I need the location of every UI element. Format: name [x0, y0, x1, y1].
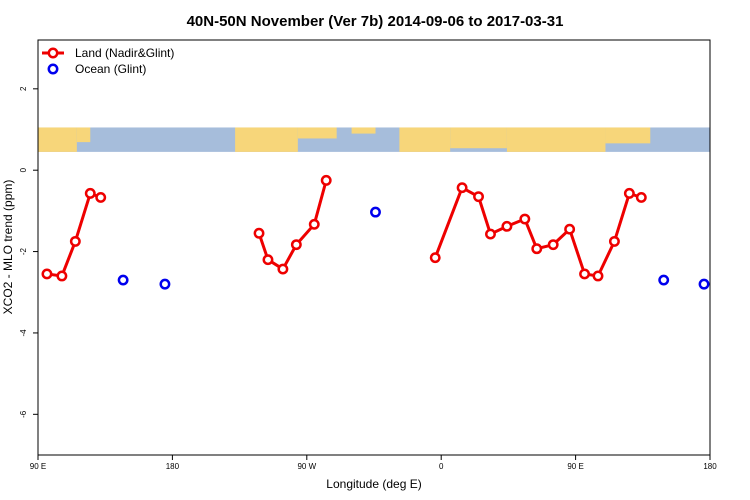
x-axis-label: Longitude (deg E)	[326, 477, 421, 491]
series-land-line	[46, 191, 102, 278]
series-land-point	[290, 239, 302, 251]
series-land-point	[623, 187, 635, 199]
series-land-point	[95, 192, 107, 203]
series-land-point	[320, 174, 332, 186]
series-land-point	[501, 220, 513, 232]
series-ocean-point	[370, 206, 381, 218]
y-axis: 2 0 -2 -4 -6	[19, 86, 38, 418]
series-land-point	[564, 223, 576, 235]
x-tick-label: 90 W	[297, 462, 316, 471]
series-land-point	[41, 268, 53, 280]
x-tick-label: 180	[166, 462, 180, 471]
series-layer	[41, 174, 710, 290]
series-land-point	[262, 254, 274, 266]
y-tick-label: -4	[19, 329, 28, 337]
legend-land-label: Land (Nadir&Glint)	[75, 46, 174, 60]
map-land	[38, 127, 77, 152]
x-tick-label: 0	[439, 462, 444, 471]
series-land-point	[56, 270, 68, 282]
chart-title: 40N-50N November (Ver 7b) 2014-09-06 to …	[187, 13, 564, 30]
series-land-point	[69, 235, 81, 247]
x-tick-label: 90 E	[567, 462, 583, 471]
x-tick-label: 180	[703, 462, 717, 471]
map-land	[506, 127, 606, 152]
series-land-point	[547, 239, 559, 251]
legend-ocean-marker	[47, 63, 59, 75]
y-tick-label: -6	[19, 410, 28, 418]
series-land-point	[531, 243, 543, 255]
map-land	[399, 127, 451, 152]
y-tick-label: -2	[19, 247, 28, 255]
legend: Land (Nadir&Glint) Ocean (Glint)	[42, 46, 174, 76]
map-land	[297, 127, 337, 139]
series-land-point	[277, 263, 289, 275]
series-land-point	[429, 252, 441, 264]
y-axis-label: XCO2 - MLO trend (ppm)	[1, 180, 15, 315]
series-ocean-point	[658, 274, 670, 286]
series-land-point	[608, 235, 620, 247]
map-land	[450, 127, 507, 149]
series-land-line	[433, 186, 642, 278]
x-axis: 90 E 180 90 W 0 90 E 180	[30, 455, 717, 471]
y-tick-label: 2	[19, 86, 28, 91]
map-land	[76, 127, 91, 143]
series-ocean-point	[159, 278, 171, 290]
series-land-point	[579, 268, 591, 280]
plot-frame	[37, 39, 711, 456]
series-ocean-point	[117, 274, 129, 286]
series-land-point	[485, 228, 496, 240]
series-land-point	[456, 182, 468, 194]
series-land-point	[635, 192, 647, 203]
series-land-point	[473, 191, 484, 203]
series-land-point	[592, 270, 604, 282]
y-tick-label: 0	[19, 167, 28, 172]
series-ocean-point	[698, 278, 710, 290]
series-land-point	[253, 227, 265, 239]
series-land-point	[308, 218, 320, 230]
map-land	[235, 127, 298, 152]
series-land-point	[84, 187, 96, 199]
series-land-point	[519, 213, 531, 225]
map-strip	[38, 127, 710, 152]
legend-ocean-label: Ocean (Glint)	[75, 62, 146, 76]
map-land	[605, 127, 651, 144]
x-tick-label: 90 E	[30, 462, 46, 471]
map-land	[351, 127, 376, 134]
legend-land-marker	[47, 47, 59, 59]
